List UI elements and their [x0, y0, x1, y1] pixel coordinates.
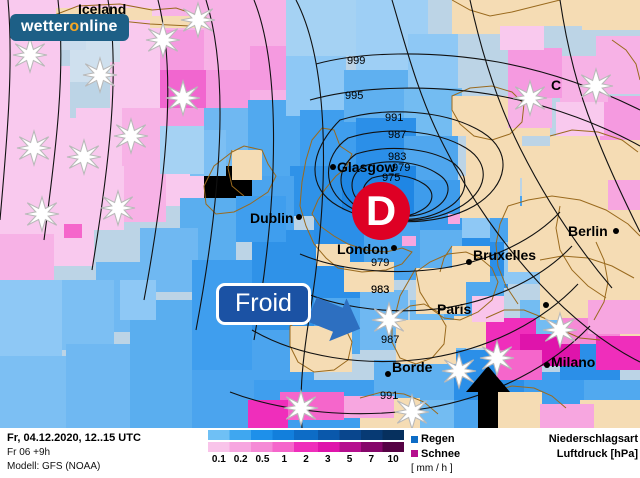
city-label: Bruxelles: [473, 247, 537, 263]
city-dot: [544, 362, 550, 368]
scale-tick: 3: [324, 454, 331, 465]
city-label: C: [551, 77, 562, 93]
isobar-label: 983: [388, 151, 407, 163]
isobar-label: 979: [371, 257, 390, 269]
precipitation-scale: 0.1 0.2 0.5 1 2 3 5 7 10: [208, 430, 404, 467]
scale-tick: 0.1: [211, 454, 226, 465]
city-label: London: [337, 241, 389, 257]
scale-tick: 2: [303, 454, 309, 465]
forecast-timestamp: Fr, 04.12.2020, 12..15 UTC: [7, 432, 141, 444]
footer-meta: Fr, 04.12.2020, 12..15 UTC Fr 06 +9h Mod…: [7, 431, 141, 475]
isobar-label: 995: [345, 90, 364, 102]
scale-tick: 1: [281, 454, 287, 465]
snow-color-bar: [208, 442, 404, 452]
city-label: Paris: [437, 301, 472, 317]
logo-text-part1: wetter: [21, 18, 70, 35]
city-label: Milano: [551, 354, 596, 370]
rain-legend-label: Regen: [421, 433, 455, 445]
footer-bar: Fr, 04.12.2020, 12..15 UTC Fr 06 +9h Mod…: [0, 428, 640, 478]
rain-legend-row: Regen: [411, 432, 460, 447]
wetteronline-logo[interactable]: wetteronline: [10, 14, 129, 41]
scale-tick: 7: [368, 454, 375, 465]
map-canvas: [0, 0, 640, 428]
city-dot: [613, 228, 619, 234]
city-dot: [466, 259, 472, 265]
weather-map[interactable]: wetteronline Iceland Glasgow Dublin London B…: [0, 0, 640, 428]
footer-right-labels: Niederschlagsart Luftdruck [hPa]: [549, 432, 638, 461]
isobar-label: 987: [388, 129, 407, 141]
isobar-label: 991: [380, 390, 399, 402]
rain-color-bar: [208, 430, 404, 440]
snow-swatch-icon: [411, 450, 418, 458]
city-label: Iceland: [78, 1, 127, 17]
scale-tick: 0.2: [233, 454, 248, 465]
isobar-label: 999: [347, 55, 366, 67]
coastlines: [50, 0, 640, 415]
precip-type-label: Niederschlagsart: [548, 433, 638, 445]
humid-arrow-icon: [466, 366, 510, 428]
city-label: Dublin: [250, 210, 294, 226]
city-label: Berlin: [568, 223, 608, 239]
snow-legend-row: Schnee: [411, 447, 460, 462]
forecast-model: Modell: GFS (NOAA): [7, 461, 101, 473]
city-dot: [391, 245, 397, 251]
forecast-run: Fr 06 +9h: [7, 446, 51, 458]
isobar-label: 983: [371, 284, 390, 296]
isobar-label: 983: [371, 284, 390, 296]
scale-tick: 0.5: [255, 454, 270, 465]
snow-legend-label: Schnee: [421, 447, 461, 460]
scale-tick-labels: 0.1 0.2 0.5 1 2 3 5 7 10: [208, 454, 404, 467]
logo-accent-o: o: [69, 18, 80, 35]
scale-tick: 10: [387, 454, 399, 465]
logo-text-part2: nline: [79, 18, 118, 35]
isobar-label: 991: [385, 112, 404, 124]
scale-tick: 5: [346, 454, 353, 465]
city-label: Glasgow: [337, 159, 396, 175]
cold-annotation-badge[interactable]: Froid: [216, 283, 311, 325]
pressure-label: Luftdruck [hPa]: [556, 447, 638, 460]
low-pressure-marker[interactable]: D: [352, 182, 410, 240]
city-label: Borde: [392, 359, 433, 375]
isobar-label: 975: [382, 172, 401, 184]
isobar-label: 979: [392, 162, 411, 174]
rain-swatch-icon: [411, 435, 418, 443]
scale-unit-label: [ mm / h ]: [411, 463, 453, 475]
city-dot: [330, 164, 336, 170]
city-dot: [296, 214, 302, 220]
isobar-label: 987: [381, 334, 400, 346]
cold-arrow-icon: [307, 297, 361, 342]
city-dot: [385, 371, 391, 377]
scale-legend: Regen Schnee [ mm / h ]: [411, 432, 460, 476]
city-dot: [543, 302, 549, 308]
